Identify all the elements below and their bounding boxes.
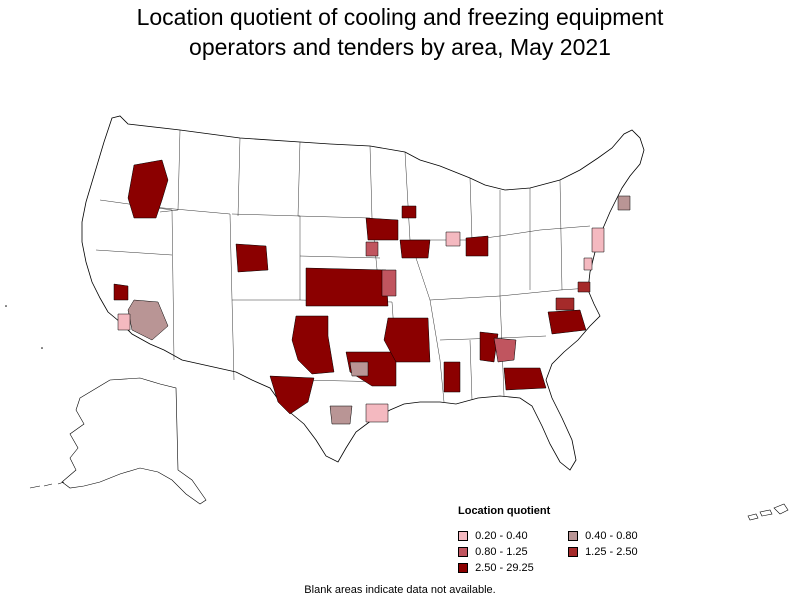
area-massachusetts <box>617 195 631 211</box>
area-west-texas <box>269 375 315 415</box>
legend-swatch-5 <box>458 563 468 574</box>
legend-label-1: 0.20 - 0.40 <box>475 530 528 543</box>
state-line <box>559 179 563 291</box>
area-delaware <box>583 257 593 271</box>
island-dot <box>5 305 7 307</box>
area-western-south-dakota <box>235 243 269 273</box>
aleutian-islands <box>29 481 65 489</box>
state-line <box>297 141 371 219</box>
area-oklahoma <box>345 351 397 387</box>
alaska <box>29 377 207 505</box>
area-new-jersey <box>591 227 605 253</box>
island-dot <box>41 347 43 349</box>
footnote: Blank areas indicate data not available. <box>304 584 496 596</box>
map-title-line-1: Location quotient of cooling and freezin… <box>136 4 664 30</box>
area-georgia <box>503 367 547 391</box>
legend-swatch-3 <box>458 547 468 558</box>
legend-item-2: 0.40 - 0.80 <box>568 529 638 543</box>
area-boundaries <box>95 129 591 403</box>
legend-swatch-1 <box>458 531 468 542</box>
state-line <box>469 339 473 401</box>
hawaii-island-3 <box>773 503 789 515</box>
area-houston <box>365 403 389 423</box>
area-eastern-oregon <box>127 159 169 219</box>
state-line <box>237 137 241 217</box>
state-line <box>499 190 505 397</box>
legend-label-2: 0.40 - 0.80 <box>585 530 638 543</box>
areas-lq-1-25-to-2-50 <box>555 281 591 311</box>
legend-label-5: 2.50 - 29.25 <box>475 562 534 575</box>
area-indiana-ohio <box>465 235 489 257</box>
area-california-central <box>113 283 129 301</box>
legend-item-4: 1.25 - 2.50 <box>568 545 638 559</box>
state-line <box>171 209 175 361</box>
hawaii-island-2 <box>759 509 773 517</box>
areas-lq-0-80-to-1-25 <box>365 241 517 363</box>
state-line <box>469 177 473 241</box>
map-title: Location quotient of cooling and freezin… <box>0 2 800 62</box>
state-line <box>129 204 233 301</box>
state-line <box>429 287 591 301</box>
area-los-angeles <box>117 313 131 331</box>
state-line <box>231 299 235 381</box>
area-western-kansas <box>305 267 389 307</box>
state-line <box>159 129 181 213</box>
area-southeast-kansas-missouri <box>383 317 431 363</box>
area-tennessee <box>479 331 499 363</box>
area-central-texas <box>329 405 353 425</box>
legend-swatch-4 <box>568 547 578 558</box>
legend-item-3: 0.80 - 1.25 <box>458 545 528 559</box>
state-line <box>95 249 173 256</box>
state-line <box>439 335 547 341</box>
area-north-texas <box>349 361 369 377</box>
state-line <box>299 255 381 259</box>
hawaii <box>747 503 789 521</box>
area-north-carolina <box>547 309 587 335</box>
area-tennessee-east <box>493 337 517 363</box>
areas-lq-2-50-to-29-25 <box>113 159 587 415</box>
legend-item-5: 2.50 - 29.25 <box>458 561 534 575</box>
legend-title: Location quotient <box>458 505 551 517</box>
legend: Location quotient 0.20 - 0.40 0.40 - 0.8… <box>458 505 658 575</box>
area-southern-california <box>127 299 169 341</box>
area-wisconsin <box>401 205 417 219</box>
legend-label-4: 1.25 - 2.50 <box>585 546 638 559</box>
area-illinois <box>445 231 461 247</box>
areas-lq-0-20-to-0-40 <box>117 227 605 423</box>
area-minnesota-south <box>365 241 379 257</box>
area-maryland <box>577 281 591 293</box>
hawaii-island-1 <box>747 513 759 521</box>
areas-lq-0-40-to-0-80 <box>127 195 631 425</box>
map-title-line-2: operators and tenders by area, May 2021 <box>189 34 611 60</box>
area-arkansas <box>443 361 461 393</box>
area-nebraska-iowa <box>381 269 397 297</box>
legend-swatch-2 <box>568 531 578 542</box>
legend-item-1: 0.20 - 0.40 <box>458 529 528 543</box>
legend-label-3: 0.80 - 1.25 <box>475 546 528 559</box>
state-line <box>231 213 301 301</box>
area-minnesota <box>365 217 399 241</box>
area-virginia <box>555 297 575 311</box>
small-islands <box>5 305 43 349</box>
area-iowa-east <box>399 239 431 259</box>
alaska-outline <box>61 377 207 505</box>
area-texas-panhandle <box>291 315 335 375</box>
